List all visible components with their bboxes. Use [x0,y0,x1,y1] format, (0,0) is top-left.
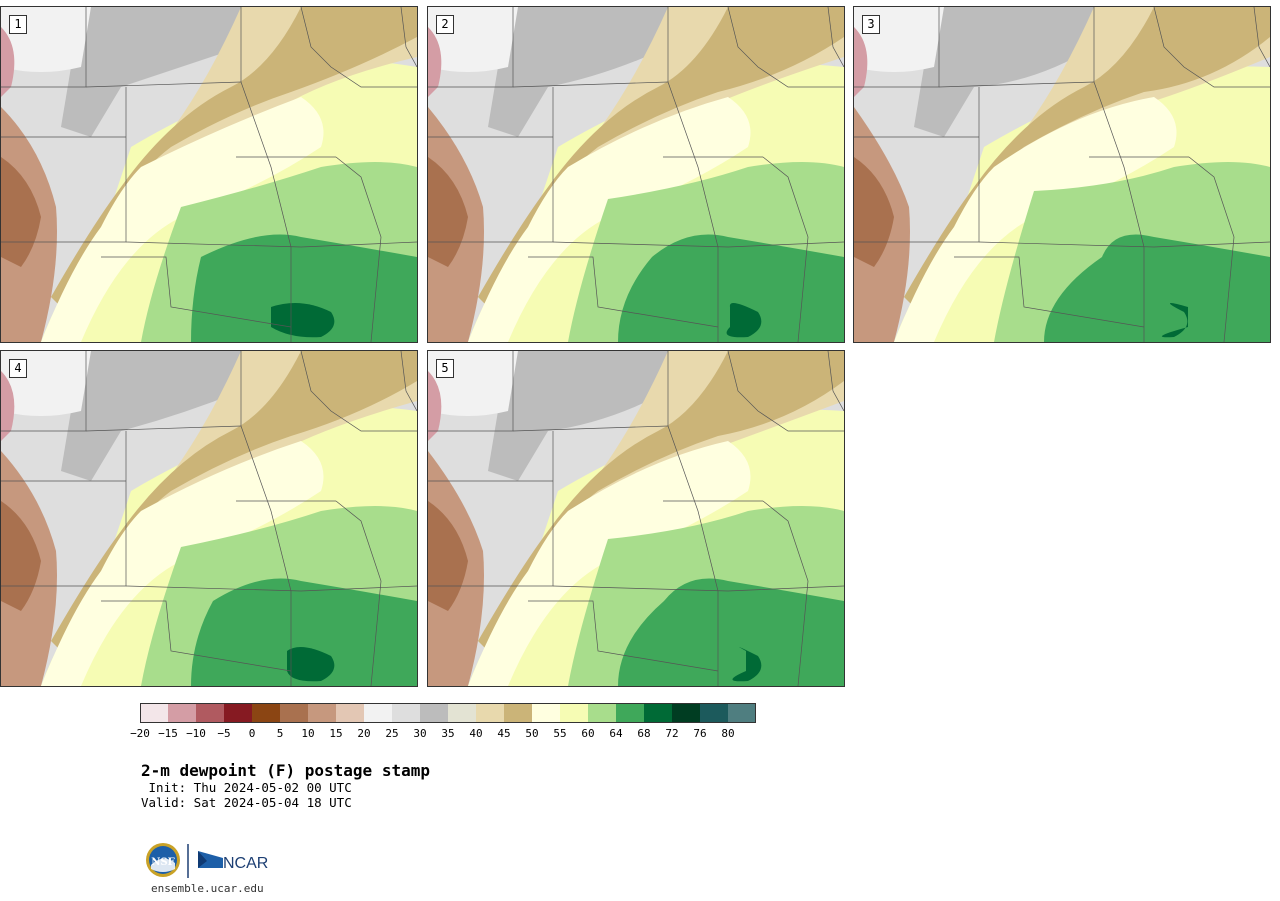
colorbar-swatch [420,703,449,723]
ncar-logo-icon: NCAR [198,851,268,872]
panel-number-label: 2 [436,15,454,34]
map-panel-3: 3 [853,6,1271,343]
colorbar-tick-label: 76 [693,727,707,740]
map-panel-1: 1 [0,6,418,343]
svg-text:NCAR: NCAR [223,855,268,872]
colorbar-tick-label: 35 [441,727,455,740]
colorbar-tick-labels: −20 −15 −10 −5 0 5 10 15 20 25 30 35 40 45 50 55 60 64 68 7… [120,727,780,743]
colorbar-tick-label: 55 [553,727,567,740]
colorbar-swatch [252,703,281,723]
colorbar-swatch [448,703,477,723]
colorbar-swatch [224,703,253,723]
colorbar [140,703,756,723]
colorbar-swatch [196,703,225,723]
colorbar-swatch [280,703,309,723]
nsf-ncar-logos: NSF NCAR [146,843,268,878]
dewpoint-map [428,7,844,342]
valid-time: Valid: Sat 2024-05-04 18 UTC [141,795,352,810]
colorbar-swatch [308,703,337,723]
colorbar-tick-label: 60 [581,727,595,740]
colorbar-swatch [364,703,393,723]
colorbar-tick-label: −10 [186,727,206,740]
colorbar-swatch [532,703,561,723]
colorbar-tick-label: 80 [721,727,735,740]
map-panel-5: 5 [427,350,845,687]
site-url: ensemble.ucar.edu [151,882,264,895]
colorbar-tick-label: −20 [130,727,150,740]
colorbar-tick-label: 5 [276,727,284,740]
init-time: Init: Thu 2024-05-02 00 UTC [141,780,352,795]
colorbar-tick-label: 72 [665,727,679,740]
colorbar-swatch [644,703,673,723]
colorbar-swatch [616,703,645,723]
colorbar-tick-label: 50 [525,727,539,740]
dewpoint-map [1,7,417,342]
colorbar-swatch [476,703,505,723]
colorbar-tick-label: 0 [248,727,256,740]
nsf-logo-icon: NSF [146,843,180,877]
colorbar-tick-label: −15 [158,727,178,740]
panel-number-label: 4 [9,359,27,378]
colorbar-swatch [140,703,169,723]
colorbar-tick-label: 40 [469,727,483,740]
colorbar-swatch [728,703,756,723]
colorbar-swatch [700,703,729,723]
panel-number-label: 5 [436,359,454,378]
colorbar-swatch [392,703,421,723]
colorbar-tick-label: 20 [357,727,371,740]
colorbar-tick-label: 64 [609,727,623,740]
map-panel-4: 4 [0,350,418,687]
colorbar-swatch [672,703,701,723]
colorbar-swatch [560,703,589,723]
colorbar-swatch [504,703,533,723]
panel-number-label: 1 [9,15,27,34]
figure-title: 2-m dewpoint (F) postage stamp [141,761,430,780]
colorbar-tick-label: 25 [385,727,399,740]
colorbar-tick-label: 45 [497,727,511,740]
colorbar-swatch [336,703,365,723]
colorbar-tick-label: 10 [301,727,315,740]
colorbar-tick-label: 68 [637,727,651,740]
caption-block: 2-m dewpoint (F) postage stamp Init: Thu… [141,761,430,810]
colorbar-swatch [588,703,617,723]
svg-text:NSF: NSF [151,857,174,868]
colorbar-tick-label: 30 [413,727,427,740]
colorbar-swatch [168,703,197,723]
dewpoint-map [1,351,417,686]
colorbar-tick-label: −5 [217,727,231,740]
panel-number-label: 3 [862,15,880,34]
dewpoint-map [854,7,1270,342]
map-panel-2: 2 [427,6,845,343]
dewpoint-map [428,351,844,686]
colorbar-tick-label: 15 [329,727,343,740]
